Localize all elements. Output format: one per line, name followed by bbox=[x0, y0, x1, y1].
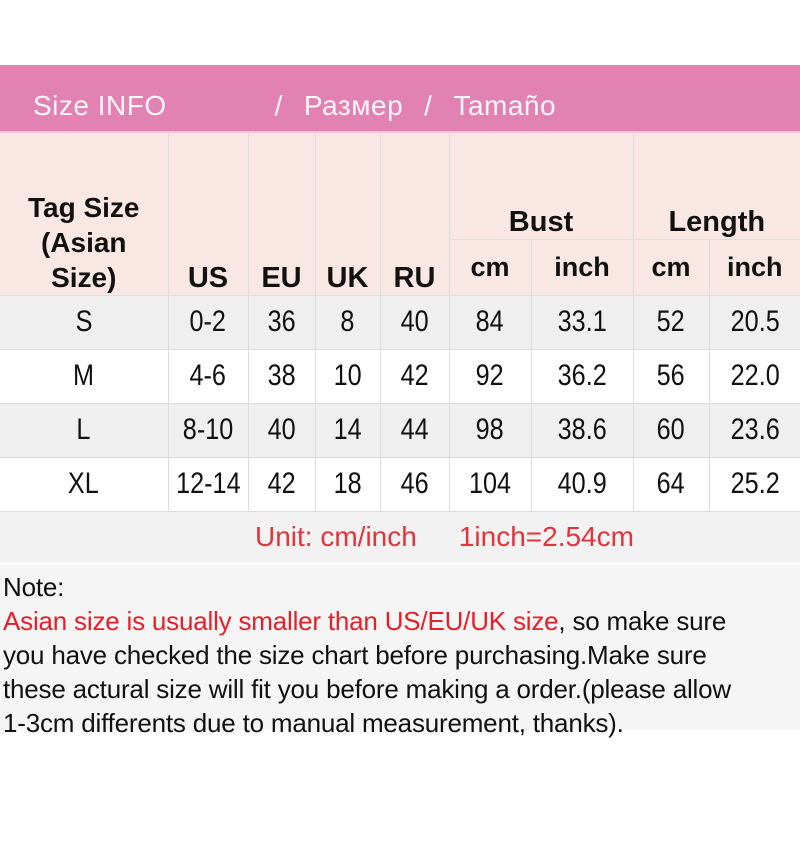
header-ru: RU bbox=[379, 133, 450, 296]
header-uk: UK bbox=[314, 133, 381, 296]
cell-bust-inch: 38.6 bbox=[530, 402, 634, 458]
cell-length-cm: 56 bbox=[632, 348, 710, 404]
note-line-2: you have checked the size chart before p… bbox=[3, 639, 707, 670]
size-row-s: S 0-2 36 8 40 84 33.1 52 20.5 bbox=[0, 294, 800, 350]
note-section: Note: Asian size is usually smaller than… bbox=[0, 564, 800, 738]
cell-us: 0-2 bbox=[167, 294, 249, 350]
header-length-cm: cm bbox=[632, 238, 710, 296]
note-line-1-rest: , so make sure bbox=[558, 605, 727, 636]
cell-length-cm: 60 bbox=[632, 402, 710, 458]
size-chart-page: Size INFO / Размер / Tamaño Tag Size (As… bbox=[0, 65, 800, 865]
cell-ru: 44 bbox=[379, 402, 450, 458]
header-us: US bbox=[167, 133, 249, 296]
cell-uk: 18 bbox=[314, 456, 381, 512]
unit-label: Unit: cm/inch bbox=[255, 520, 417, 552]
size-info-banner: Size INFO / Размер / Tamaño bbox=[0, 65, 800, 133]
cell-eu: 42 bbox=[247, 456, 316, 512]
cell-us: 8-10 bbox=[167, 402, 249, 458]
note-highlight: Asian size is usually smaller than US/EU… bbox=[3, 605, 559, 636]
header-length-inch: inch bbox=[708, 238, 800, 296]
header-length-group: Length bbox=[632, 133, 800, 240]
cell-length-inch: 23.6 bbox=[708, 402, 800, 458]
cell-bust-cm: 84 bbox=[448, 294, 532, 350]
header-tag-size-line1: Tag Size bbox=[27, 191, 140, 223]
banner-title-es: Tamaño bbox=[453, 90, 557, 121]
cell-bust-inch: 40.9 bbox=[530, 456, 634, 512]
banner-separator: / bbox=[424, 90, 433, 121]
cell-length-cm: 64 bbox=[632, 456, 710, 512]
cell-ru: 40 bbox=[379, 294, 450, 350]
cell-length-inch: 25.2 bbox=[708, 456, 800, 512]
size-row-l: L 8-10 40 14 44 98 38.6 60 23.6 bbox=[0, 402, 800, 458]
unit-conversion: 1inch=2.54cm bbox=[458, 520, 634, 552]
note-line-4: 1-3cm differents due to manual measureme… bbox=[3, 707, 624, 738]
banner-separator: / bbox=[274, 90, 283, 121]
cell-uk: 8 bbox=[314, 294, 381, 350]
banner-title-en: Size INFO bbox=[33, 90, 167, 121]
header-eu: EU bbox=[247, 133, 316, 296]
cell-bust-cm: 104 bbox=[448, 456, 532, 512]
size-table: Tag Size (Asian Size) US EU UK RU Bust L… bbox=[0, 133, 800, 512]
note-line-1: Asian size is usually smaller than US/EU… bbox=[3, 604, 800, 638]
cell-uk: 10 bbox=[314, 348, 381, 404]
header-tag-size-line3: Size) bbox=[51, 261, 117, 293]
cell-ru: 42 bbox=[379, 348, 450, 404]
unit-row: Unit: cm/inch 1inch=2.54cm bbox=[0, 511, 800, 565]
cell-us: 4-6 bbox=[167, 348, 249, 404]
header-bust-group: Bust bbox=[448, 133, 634, 240]
cell-uk: 14 bbox=[314, 402, 381, 458]
header-tag-size-line2: (Asian bbox=[40, 226, 127, 258]
cell-bust-cm: 98 bbox=[448, 402, 532, 458]
cell-bust-inch: 33.1 bbox=[530, 294, 634, 350]
cell-bust-cm: 92 bbox=[448, 348, 532, 404]
cell-eu: 36 bbox=[247, 294, 316, 350]
banner-title-ru: Размер bbox=[303, 90, 404, 121]
cell-length-inch: 22.0 bbox=[708, 348, 800, 404]
note-label: Note: bbox=[3, 571, 65, 602]
note-line-3: these actural size will fit you before m… bbox=[3, 673, 731, 704]
cell-tag-size: S bbox=[0, 294, 169, 350]
cell-us: 12-14 bbox=[167, 456, 249, 512]
size-row-xl: XL 12-14 42 18 46 104 40.9 64 25.2 bbox=[0, 456, 800, 512]
header-bust-cm: cm bbox=[449, 238, 532, 296]
cell-eu: 38 bbox=[247, 348, 316, 404]
cell-length-cm: 52 bbox=[632, 294, 710, 350]
header-bust-inch: inch bbox=[530, 238, 634, 296]
cell-tag-size: XL bbox=[0, 456, 169, 512]
size-row-m: M 4-6 38 10 42 92 36.2 56 22.0 bbox=[0, 348, 800, 404]
cell-tag-size: L bbox=[0, 402, 169, 458]
cell-length-inch: 20.5 bbox=[708, 294, 800, 350]
header-tag-size: Tag Size (Asian Size) bbox=[0, 133, 169, 296]
cell-bust-inch: 36.2 bbox=[530, 348, 634, 404]
cell-ru: 46 bbox=[379, 456, 450, 512]
cell-tag-size: M bbox=[0, 348, 169, 404]
cell-eu: 40 bbox=[247, 402, 316, 458]
